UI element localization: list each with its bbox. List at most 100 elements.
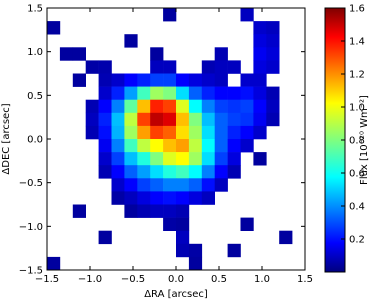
heat-cell: [201, 60, 215, 74]
heat-cell: [176, 99, 190, 114]
heat-cell: [188, 243, 203, 258]
heat-cell: [150, 165, 164, 179]
heat-cell: [266, 21, 280, 35]
heat-cell: [253, 112, 267, 127]
heat-cell: [163, 8, 177, 22]
heat-cell: [137, 191, 151, 205]
heat-cell: [240, 8, 254, 22]
y-tick-label: −1.0: [19, 222, 43, 233]
heat-cell: [111, 191, 125, 205]
heat-cell: [150, 204, 164, 218]
heat-cell: [85, 112, 99, 127]
heat-cell: [137, 152, 151, 166]
heat-cell: [266, 112, 280, 127]
heat-cell: [227, 165, 241, 179]
heat-cell: [188, 112, 203, 127]
heat-cell: [150, 86, 164, 100]
colorbar-tick-label: 1.4: [349, 37, 365, 48]
x-tick-label: −0.5: [121, 274, 145, 285]
heat-cell: [227, 60, 241, 74]
heat-cell: [150, 112, 164, 127]
heat-cell: [124, 191, 138, 205]
heat-cell: [214, 86, 228, 100]
heat-cell: [124, 99, 138, 114]
colorbar-tick-label: 0.8: [349, 136, 365, 147]
heat-cell: [266, 47, 280, 61]
x-tick-label: 1.5: [297, 274, 313, 285]
heat-cell: [227, 112, 241, 127]
heat-cell: [98, 139, 112, 153]
x-tick-label: 1.0: [254, 274, 270, 285]
heat-cell: [214, 60, 228, 74]
heat-cell: [188, 152, 203, 166]
heat-cell: [176, 191, 190, 205]
heat-cell: [98, 73, 112, 87]
heat-cell: [137, 204, 151, 218]
heat-cell: [137, 178, 151, 192]
heat-cell: [150, 152, 164, 166]
heat-cell: [201, 99, 215, 114]
heat-cell: [111, 165, 125, 179]
heat-cell: [214, 125, 228, 140]
heat-cell: [214, 73, 228, 87]
heat-cell: [163, 125, 177, 140]
heat-cell: [163, 73, 177, 87]
heat-cell: [98, 152, 112, 166]
heat-cell: [201, 73, 215, 87]
x-axis-label: ΔRA [arcsec]: [144, 289, 208, 300]
heatmap: [47, 8, 293, 271]
heat-cell: [111, 99, 125, 114]
heat-cell: [85, 99, 99, 114]
heat-cell: [240, 125, 254, 140]
heat-cell: [214, 178, 228, 192]
heat-cell: [163, 178, 177, 192]
heat-cell: [137, 73, 151, 87]
heat-cell: [111, 73, 125, 87]
heat-cell: [176, 139, 190, 153]
heat-cell: [163, 152, 177, 166]
heat-cell: [253, 152, 267, 166]
y-tick-label: −1.5: [19, 266, 43, 277]
heat-cell: [188, 191, 203, 205]
heat-cell: [266, 60, 280, 74]
heat-cell: [214, 152, 228, 166]
heat-cell: [176, 73, 190, 87]
heat-cell: [98, 86, 112, 100]
heat-cell: [124, 165, 138, 179]
heat-cell: [176, 125, 190, 140]
heat-cell: [188, 139, 203, 153]
heat-cell: [111, 178, 125, 192]
heat-cell: [201, 139, 215, 153]
heat-cell: [176, 243, 190, 258]
heat-cell: [266, 86, 280, 100]
colorbar-tick-label: 0.6: [349, 169, 365, 180]
heat-cell: [124, 34, 138, 48]
heat-cell: [214, 112, 228, 127]
heat-cell: [137, 125, 151, 140]
heat-cell: [227, 99, 241, 114]
heat-cell: [253, 125, 267, 140]
heat-cell: [163, 112, 177, 127]
heat-cell: [111, 125, 125, 140]
heat-cell: [279, 230, 293, 245]
heat-cell: [227, 152, 241, 166]
heat-cell: [214, 165, 228, 179]
heat-cell: [98, 125, 112, 140]
heat-cell: [227, 125, 241, 140]
heat-cell: [124, 73, 138, 87]
heat-cell: [176, 204, 190, 218]
heat-cell: [188, 165, 203, 179]
heat-cell: [137, 86, 151, 100]
heat-cell: [72, 73, 86, 87]
colorbar-tick-label: 1.2: [349, 70, 365, 81]
heat-cell: [176, 152, 190, 166]
heat-cell: [163, 86, 177, 100]
heat-cell: [227, 86, 241, 100]
heat-cell: [98, 165, 112, 179]
colorbar-tick-label: 0.2: [349, 235, 365, 246]
heat-cell: [124, 112, 138, 127]
heat-cell: [240, 86, 254, 100]
y-tick-label: 1.0: [27, 47, 43, 58]
heat-cell: [253, 47, 267, 61]
